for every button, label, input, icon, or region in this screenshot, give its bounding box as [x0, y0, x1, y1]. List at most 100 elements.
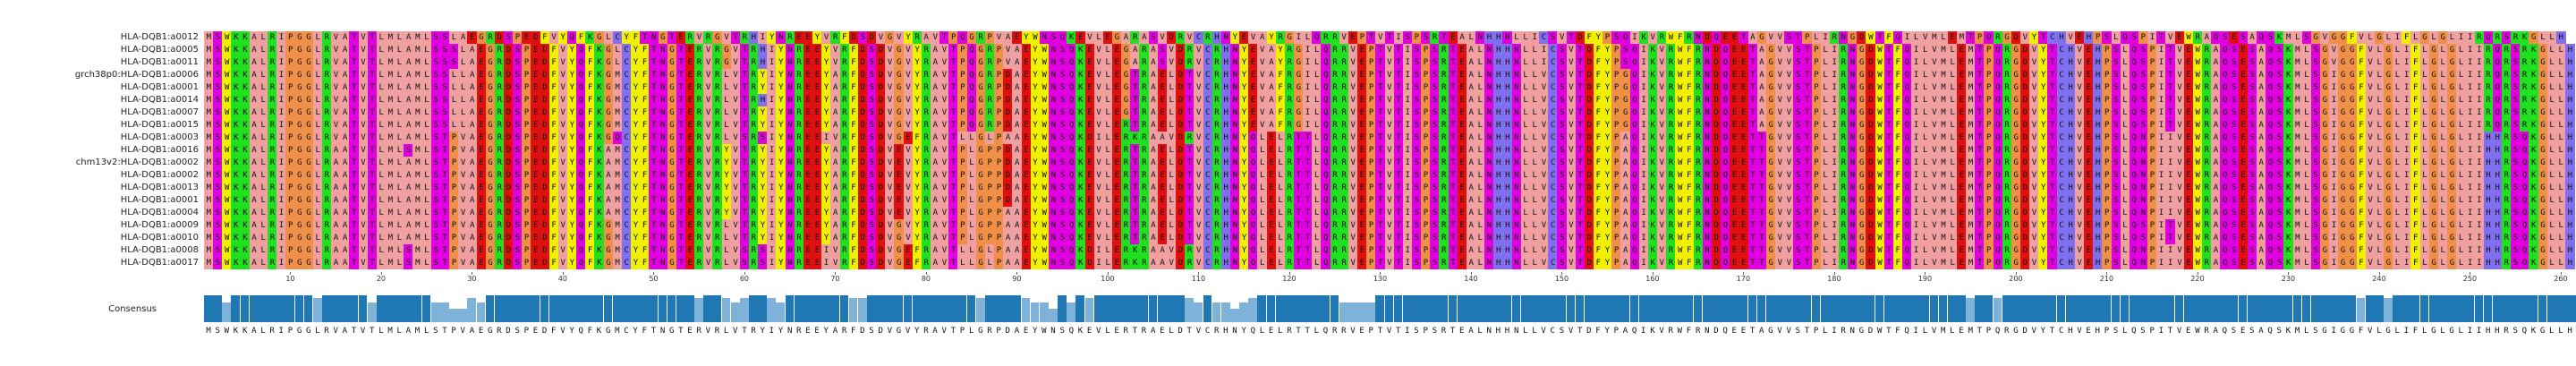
residue-cell: G [294, 119, 305, 132]
sequence-name[interactable]: HLA-DQB1:a0016 [0, 144, 199, 157]
residue-cell: R [712, 144, 723, 157]
residue-cell: V [730, 81, 741, 94]
residue-cell: E [1457, 207, 1467, 219]
residue-cell: S [2229, 44, 2240, 56]
residue-cell: A [340, 207, 350, 219]
residue-cell: I [1393, 31, 1404, 44]
residue-cell: P [1421, 119, 1431, 132]
residue-cell: N [1048, 194, 1058, 207]
residue-cell: L [258, 219, 268, 232]
residue-cell: P [994, 194, 1004, 207]
sequence-name[interactable]: HLA-DQB1:a0003 [0, 132, 199, 144]
residue-cell: E [1739, 232, 1749, 244]
sequence-name[interactable]: HLA-DQB1:a0013 [0, 182, 199, 194]
residue-cell: Q [1067, 81, 1076, 94]
residue-cell: R [1211, 81, 1222, 94]
residue-cell: R [1693, 219, 1704, 232]
sequence-name[interactable]: HLA-DQB1:a0017 [0, 257, 199, 269]
residue-cell: N [785, 207, 795, 219]
residue-cell: G [2428, 157, 2439, 169]
residue-cell: E [2084, 106, 2094, 119]
residue-cell: Q [1721, 119, 1730, 132]
residue-cell: I [2165, 169, 2176, 182]
sequence-name[interactable]: HLA-DQB1:a0011 [0, 56, 199, 69]
sequence-name[interactable]: HLA-DQB1:a0014 [0, 94, 199, 106]
residue-cell: L [1312, 56, 1322, 69]
sequence-name[interactable]: HLA-DQB1:a0005 [0, 44, 199, 56]
residue-cell: L [966, 257, 977, 269]
residue-cell: S [866, 157, 877, 169]
residue-cell: M [1929, 31, 1940, 44]
residue-cell: R [321, 257, 332, 269]
residue-cell: T [739, 219, 750, 232]
residue-cell: Q [576, 207, 586, 219]
residue-cell: I [2165, 144, 2176, 157]
residue-cell: A [1012, 194, 1023, 207]
residue-cell: R [921, 44, 931, 56]
residue-cell: V [1566, 244, 1577, 257]
residue-cell: M [1966, 56, 1976, 69]
residue-cell: Q [1321, 169, 1331, 182]
residue-cell: A [467, 207, 478, 219]
residue-cell: P [1421, 207, 1431, 219]
residue-cell: E [531, 56, 541, 69]
residue-cell: G [2011, 194, 2021, 207]
residue-cell: N [785, 81, 795, 94]
residue-cell: S [1793, 56, 1803, 69]
residue-cell: A [2256, 257, 2266, 269]
residue-cell: R [749, 132, 759, 144]
residue-cell: Q [2129, 94, 2139, 106]
sequence-name[interactable]: HLA-DQB1:a0001 [0, 194, 199, 207]
residue-cell: R [494, 44, 505, 56]
sequence-name[interactable]: HLA-DQB1:a0009 [0, 219, 199, 232]
sequence-name[interactable]: HLA-DQB1:a0001 [0, 81, 199, 94]
residue-cell: Y [821, 194, 831, 207]
sequence-name[interactable]: HLA-DQB1:a0015 [0, 119, 199, 132]
residue-cell: S [2310, 257, 2321, 269]
residue-cell: V [1929, 106, 1940, 119]
residue-cell: G [294, 257, 305, 269]
sequence-name[interactable]: HLA-DQB1:a0010 [0, 232, 199, 244]
residue-cell: F [1684, 56, 1695, 69]
residue-cell: C [2056, 169, 2067, 182]
residue-cell: T [1185, 169, 1194, 182]
residue-cell: T [1575, 106, 1586, 119]
residue-cell: S [2138, 219, 2148, 232]
residue-cell: R [2501, 106, 2512, 119]
residue-cell: P [2147, 257, 2157, 269]
residue-cell: T [1393, 132, 1404, 144]
residue-cell: Y [1603, 106, 1612, 119]
sequence-name[interactable]: HLA-DQB1:a0004 [0, 207, 199, 219]
sequence-name[interactable]: HLA-DQB1:a0008 [0, 244, 199, 257]
residue-cell: Q [2520, 194, 2529, 207]
residue-cell: Y [903, 31, 914, 44]
residue-cell: S [2310, 81, 2321, 94]
sequence-name[interactable]: HLA-DQB1:a0002 [0, 169, 199, 182]
residue-cell: H [2492, 207, 2503, 219]
residue-cell: V [1539, 119, 1549, 132]
residue-cell: E [476, 169, 487, 182]
residue-cell: H [2483, 157, 2494, 169]
residue-cell: K [240, 119, 251, 132]
residue-cell: A [404, 94, 414, 106]
residue-cell: F [1593, 81, 1603, 94]
residue-cell: L [258, 244, 268, 257]
residue-cell: M [2292, 119, 2303, 132]
residue-cell: R [1839, 169, 1849, 182]
residue-cell: Q [2266, 207, 2275, 219]
sequence-name[interactable]: HLA-DQB1:a0007 [0, 106, 199, 119]
residue-cell: R [1330, 106, 1340, 119]
residue-cell: M [412, 132, 423, 144]
sequence-name[interactable]: HLA-DQB1:a0012 [0, 31, 199, 44]
sequence-name[interactable]: chm13v2:HLA-DQB1:a0002 [0, 157, 199, 169]
residue-cell: P [449, 132, 459, 144]
residue-cell: V [1194, 119, 1204, 132]
residue-cell: A [467, 194, 478, 207]
residue-cell: L [312, 232, 323, 244]
residue-cell: P [1984, 119, 1994, 132]
sequence-name[interactable]: grch38p0:HLA-DQB1:a0006 [0, 69, 199, 81]
residue-cell: R [694, 144, 704, 157]
residue-cell: G [667, 56, 677, 69]
residue-cell: D [503, 219, 514, 232]
residue-cell: T [439, 232, 450, 244]
